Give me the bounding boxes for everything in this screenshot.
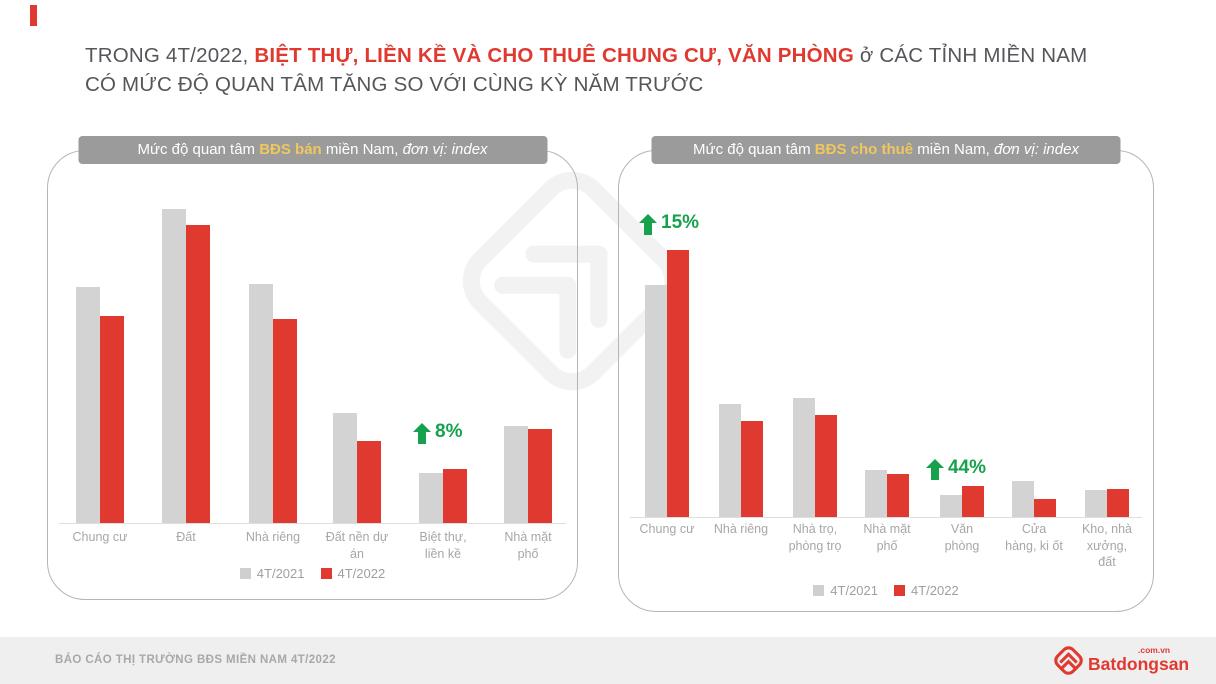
bar-4T/2022-Kho, nhà xưởng, đất [1107,489,1129,517]
bar-4T/2021-Nhà riêng [719,404,741,517]
x-axis-label: Nhà trọ, phòng trọ [788,522,842,553]
x-axis-label: Nhà riêng [245,530,301,544]
bar-4T/2021-Kho, nhà xưởng, đất [1085,490,1107,517]
header-unit: đơn vị: index [402,141,488,158]
legend-label-2021: 4T/2021 [830,583,878,598]
bar-4T/2021-Đất [162,209,186,523]
legend-swatch-2021 [239,568,251,579]
growth-annotation: 44% [926,457,986,480]
x-axis-label: Đất nền dự án [325,530,389,561]
brand-name: Batdongsan [1088,654,1190,674]
bar-4T/2022-Cửa hàng, ki ốt [1034,499,1056,517]
chart-card-rent: Mức độ quan tâm BĐS cho thuê miền Nam, đ… [618,136,1154,612]
bar-group [1085,489,1129,517]
chart-card-sale: Mức độ quan tâm BĐS bán miền Nam, đơn vị… [47,136,578,600]
plot-area-sale: 8% [47,150,578,523]
growth-annotation: 8% [413,421,462,444]
legend-label-2022: 4T/2022 [911,583,959,598]
title-line-2: CÓ MỨC ĐỘ QUAN TÂM TĂNG SO VỚI CÙNG KỲ N… [85,73,704,96]
x-axis-label: Chung cư [72,530,128,544]
title-suffix: ở CÁC TỈNH MIỀN NAM [853,44,1088,67]
bar-4T/2022-Đất [186,225,210,523]
bar-group [333,413,381,523]
bar-group [1012,481,1056,517]
legend-rent: 4T/2021 4T/2022 [618,583,1154,598]
brand-domain-suffix: .com.vn [1138,645,1171,655]
legend-label-2022: 4T/2022 [337,566,386,581]
x-axis-label: Nhà mặt phố [504,530,552,561]
title-highlight: BIỆT THỰ, LIỀN KỀ VÀ CHO THUÊ CHUNG CƯ, … [254,44,854,67]
chart-header-rent: Mức độ quan tâm BĐS cho thuê miền Nam, đ… [651,136,1121,164]
bar-4T/2021-Văn phòng [940,495,962,517]
header-highlight: BĐS bán [259,141,322,158]
bar-group [249,284,297,523]
bar-4T/2021-Nhà mặt phố [865,470,887,517]
legend-sale: 4T/2021 4T/2022 [47,566,578,581]
title-line-1: TRONG 4T/2022, BIỆT THỰ, LIỀN KỀ VÀ CHO … [85,41,1160,70]
page-title: TRONG 4T/2022, BIỆT THỰ, LIỀN KỀ VÀ CHO … [85,41,1160,99]
header-text: Mức độ quan tâm [693,141,815,158]
bar-4T/2022-Nhà mặt phố [528,429,552,523]
bar-4T/2021-Cửa hàng, ki ốt [1012,481,1034,517]
bar-4T/2021-Nhà mặt phố [504,426,528,523]
header-text: miền Nam, [321,141,403,158]
x-axis-label: Nhà mặt phố [863,522,911,553]
footer: BÁO CÁO THỊ TRƯỜNG BĐS MIỀN NAM 4T/2022 [0,637,1216,684]
bar-4T/2021-Chung cư [645,285,667,517]
legend-label-2021: 4T/2021 [256,566,305,581]
bar-4T/2022-Nhà trọ, phòng trọ [815,415,837,517]
legend-swatch-2022 [320,568,332,579]
x-axis-label: Biệt thự, liền kề [419,530,467,561]
header-unit: đơn vị: index [994,141,1079,158]
legend-swatch-2022 [894,585,905,596]
bar-4T/2021-Chung cư [76,287,100,523]
batdongsan-logo-icon [1054,646,1083,675]
title-prefix: TRONG 4T/2022, [85,44,255,67]
bar-group [76,287,124,523]
bar-4T/2022-Chung cư [100,316,124,523]
bar-4T/2021-Nhà riêng [249,284,273,523]
bar-group [793,398,837,517]
plot-area-rent: 15% 44% [618,150,1154,517]
bar-group [645,250,689,517]
header-text: miền Nam, [913,141,994,158]
header-text: Mức độ quan tâm [137,141,260,158]
bar-group [865,470,909,517]
bar-4T/2022-Đất nền dự án [357,441,381,523]
bar-group [940,486,984,517]
x-axis-label: Đất [176,530,196,544]
bar-4T/2022-Văn phòng [962,486,984,517]
bar-4T/2022-Nhà riêng [741,421,763,517]
bar-4T/2022-Nhà mặt phố [887,474,909,517]
x-axis-line [630,517,1142,518]
chart-header-sale: Mức độ quan tâm BĐS bán miền Nam, đơn vị… [78,136,547,164]
footer-report-title: BÁO CÁO THỊ TRƯỜNG BĐS MIỀN NAM 4T/2022 [55,654,336,666]
bar-group [504,426,552,523]
header-highlight: BĐS cho thuê [814,141,914,158]
batdongsan-logo: .com.vn Batdongsan [1051,642,1201,680]
bar-group [419,469,467,523]
x-axis-label: Chung cư [639,522,695,536]
x-axis-line [59,523,566,524]
bar-4T/2021-Biệt thự, liền kề [419,473,443,523]
bar-4T/2021-Đất nền dự án [333,413,357,523]
growth-annotation: 15% [639,212,699,235]
x-axis-label: Nhà riêng [713,522,769,536]
bar-4T/2022-Nhà riêng [273,319,297,523]
x-axis-label: Văn phòng [944,522,980,553]
accent-bar [30,5,37,26]
bar-4T/2021-Nhà trọ, phòng trọ [793,398,815,517]
bar-group [719,404,763,517]
x-axis-label: Kho, nhà xưởng, đất [1081,522,1133,569]
bar-4T/2022-Chung cư [667,250,689,517]
bar-group [162,209,210,523]
x-axis-label: Cửa hàng, ki ốt [1005,522,1063,553]
bar-4T/2022-Biệt thự, liền kề [443,469,467,523]
legend-swatch-2021 [813,585,825,596]
